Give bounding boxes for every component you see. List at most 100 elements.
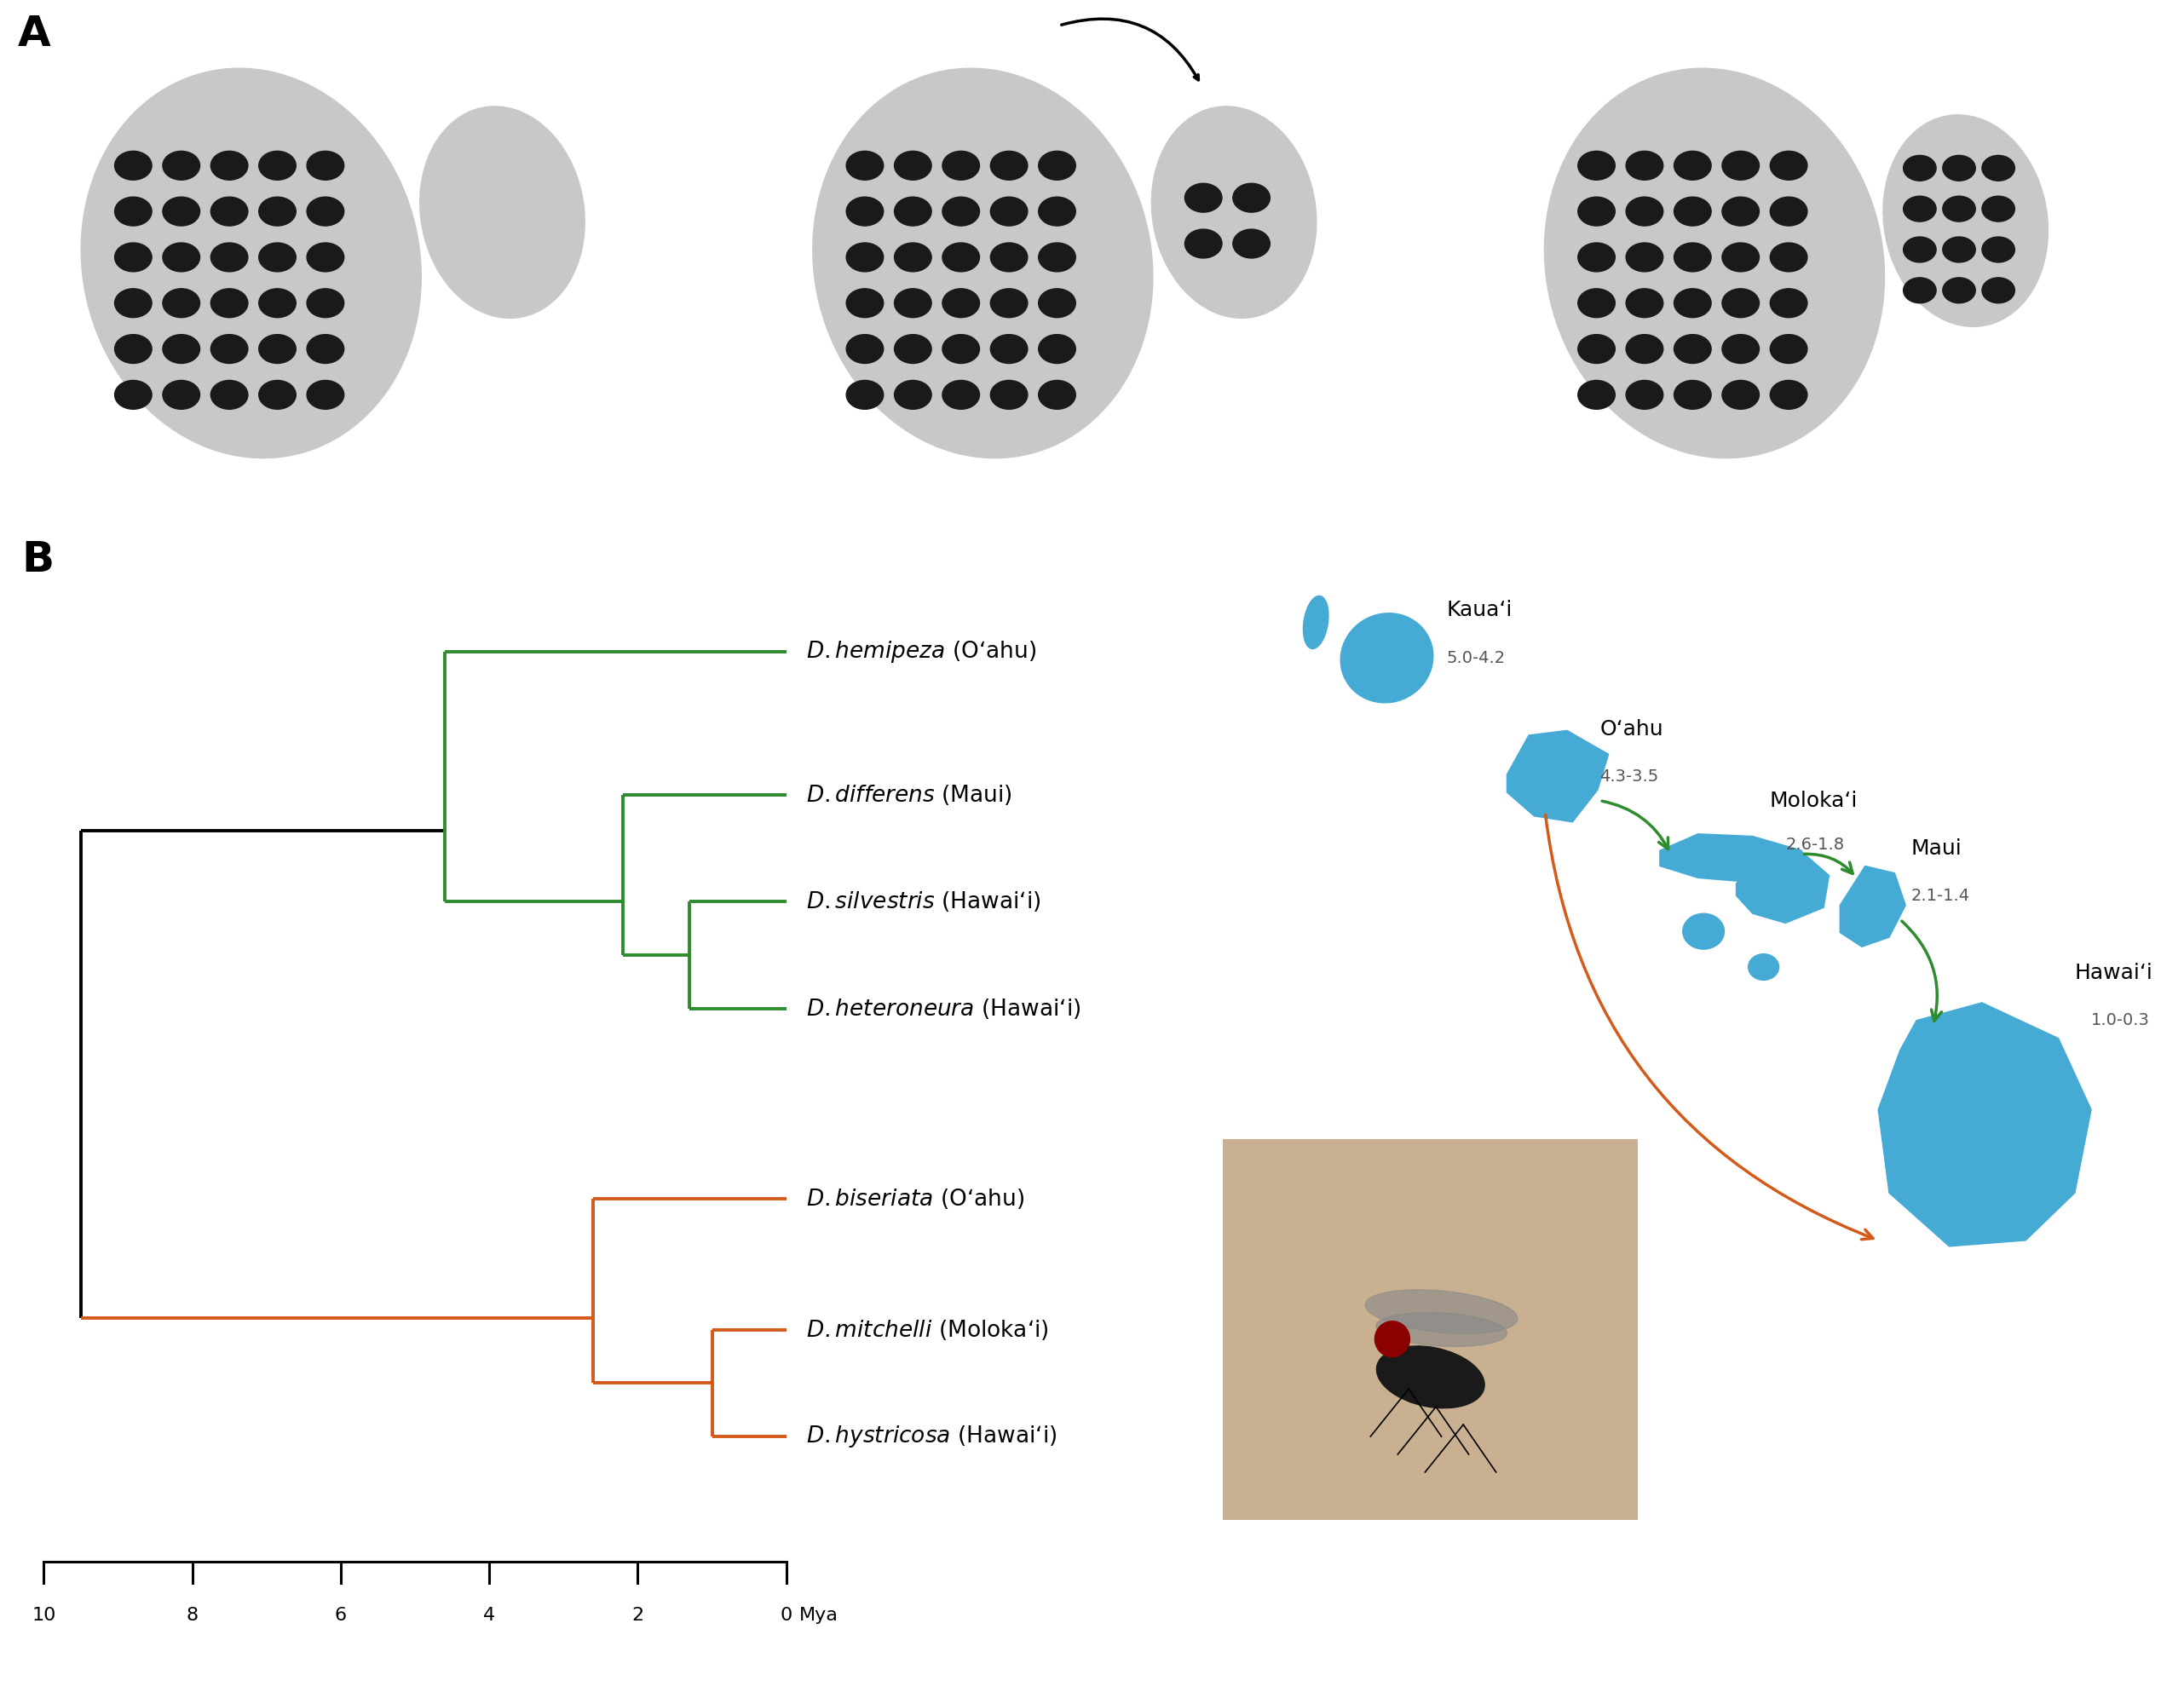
Ellipse shape <box>1749 954 1778 980</box>
Text: 5.0-4.2: 5.0-4.2 <box>1448 650 1505 666</box>
Circle shape <box>943 380 981 409</box>
Circle shape <box>306 197 345 226</box>
Circle shape <box>164 243 201 272</box>
Text: 4.3-3.5: 4.3-3.5 <box>1599 769 1660 784</box>
Circle shape <box>989 151 1026 180</box>
Circle shape <box>1769 335 1806 363</box>
Circle shape <box>210 151 249 180</box>
Circle shape <box>1723 151 1760 180</box>
Text: A: A <box>17 14 50 54</box>
Circle shape <box>1577 380 1614 409</box>
Circle shape <box>164 289 201 318</box>
Circle shape <box>1040 151 1077 180</box>
Ellipse shape <box>1544 68 1885 458</box>
Circle shape <box>1673 335 1712 363</box>
Circle shape <box>1983 156 2014 182</box>
Circle shape <box>943 243 981 272</box>
Circle shape <box>1577 289 1614 318</box>
Circle shape <box>1769 380 1806 409</box>
Ellipse shape <box>1365 1290 1518 1333</box>
Ellipse shape <box>1376 1313 1507 1347</box>
Circle shape <box>1723 335 1760 363</box>
Circle shape <box>210 380 249 409</box>
Circle shape <box>1625 197 1664 226</box>
Circle shape <box>1625 243 1664 272</box>
Text: $\it{D. differens}$ (Maui): $\it{D. differens}$ (Maui) <box>806 783 1011 807</box>
Circle shape <box>1184 183 1223 212</box>
Circle shape <box>847 380 885 409</box>
Circle shape <box>1577 151 1614 180</box>
Circle shape <box>1944 156 1977 182</box>
Ellipse shape <box>81 68 422 458</box>
Circle shape <box>1184 229 1223 258</box>
Ellipse shape <box>1151 107 1317 318</box>
Circle shape <box>1625 380 1664 409</box>
Circle shape <box>1723 289 1760 318</box>
Circle shape <box>1944 238 1977 263</box>
Text: 8: 8 <box>186 1606 199 1623</box>
Text: $\it{D. biseriata}$ (O‘ahu): $\it{D. biseriata}$ (O‘ahu) <box>806 1187 1024 1211</box>
Circle shape <box>1673 151 1712 180</box>
Ellipse shape <box>1376 1321 1411 1357</box>
Circle shape <box>116 243 153 272</box>
Circle shape <box>1577 197 1614 226</box>
Text: 2: 2 <box>631 1606 644 1623</box>
Ellipse shape <box>1684 914 1725 949</box>
Circle shape <box>1577 335 1614 363</box>
Text: Kaua‘i: Kaua‘i <box>1448 599 1514 621</box>
FancyBboxPatch shape <box>1223 1139 1638 1520</box>
Circle shape <box>1673 289 1712 318</box>
Circle shape <box>1723 380 1760 409</box>
Circle shape <box>989 243 1026 272</box>
Circle shape <box>1625 335 1664 363</box>
Text: $\it{D. hystricosa}$ (Hawai‘i): $\it{D. hystricosa}$ (Hawai‘i) <box>806 1423 1057 1450</box>
Text: Mya: Mya <box>799 1606 839 1623</box>
Circle shape <box>210 335 249 363</box>
Polygon shape <box>1878 1002 2090 1246</box>
Text: $\it{D. heteroneura}$ (Hawai‘i): $\it{D. heteroneura}$ (Hawai‘i) <box>806 997 1081 1020</box>
Circle shape <box>116 151 153 180</box>
Circle shape <box>1673 243 1712 272</box>
Circle shape <box>1769 151 1806 180</box>
Circle shape <box>1040 289 1077 318</box>
Circle shape <box>895 380 933 409</box>
Circle shape <box>210 289 249 318</box>
Circle shape <box>1983 277 2014 304</box>
Circle shape <box>989 335 1026 363</box>
Circle shape <box>1040 335 1077 363</box>
Circle shape <box>1577 243 1614 272</box>
Text: $\it{D. hemipeza}$ (O‘ahu): $\it{D. hemipeza}$ (O‘ahu) <box>806 638 1035 666</box>
Circle shape <box>164 197 201 226</box>
Circle shape <box>1904 156 1937 182</box>
Circle shape <box>1904 238 1937 263</box>
Circle shape <box>260 289 297 318</box>
Circle shape <box>1673 380 1712 409</box>
Circle shape <box>943 197 981 226</box>
Text: 2.1-1.4: 2.1-1.4 <box>1911 888 1970 903</box>
Circle shape <box>895 197 933 226</box>
Polygon shape <box>1736 852 1830 924</box>
Circle shape <box>260 151 297 180</box>
Circle shape <box>260 197 297 226</box>
Text: 2.6-1.8: 2.6-1.8 <box>1787 837 1843 852</box>
Circle shape <box>895 151 933 180</box>
Circle shape <box>1904 277 1937 304</box>
Circle shape <box>260 335 297 363</box>
Ellipse shape <box>1376 1347 1485 1408</box>
Circle shape <box>989 380 1026 409</box>
Circle shape <box>164 335 201 363</box>
Circle shape <box>116 289 153 318</box>
Circle shape <box>1040 380 1077 409</box>
Circle shape <box>306 335 345 363</box>
Ellipse shape <box>812 68 1153 458</box>
Circle shape <box>895 289 933 318</box>
Text: O‘ahu: O‘ahu <box>1599 718 1664 740</box>
Circle shape <box>943 151 981 180</box>
Circle shape <box>306 243 345 272</box>
Circle shape <box>1040 243 1077 272</box>
Circle shape <box>1904 197 1937 222</box>
Circle shape <box>1769 243 1806 272</box>
Circle shape <box>164 151 201 180</box>
Circle shape <box>847 335 885 363</box>
Circle shape <box>895 243 933 272</box>
